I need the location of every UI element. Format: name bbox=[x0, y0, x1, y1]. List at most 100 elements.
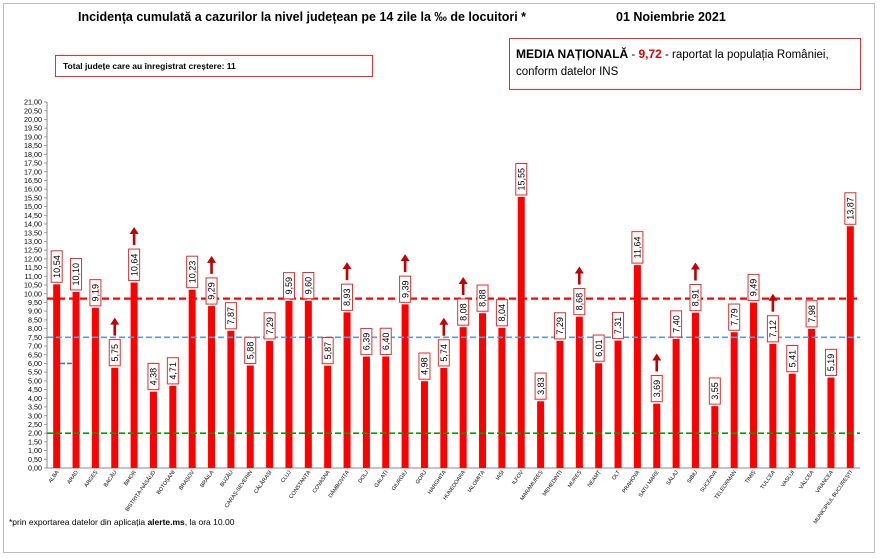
x-tick-label: SATU MARE bbox=[638, 469, 661, 498]
y-tick-label: 17,00 bbox=[24, 167, 42, 176]
x-tick-label: BOTOȘANI bbox=[156, 470, 177, 496]
bar-municipiul-bucurești bbox=[846, 226, 854, 468]
chart-frame bbox=[3, 3, 875, 553]
data-label: 5,74 bbox=[439, 344, 449, 362]
data-label: 6,40 bbox=[381, 333, 391, 351]
bar-sălaj bbox=[672, 339, 680, 468]
data-label: 3,83 bbox=[536, 377, 546, 395]
y-tick-label: 15,00 bbox=[24, 202, 42, 211]
bar-olt bbox=[614, 340, 622, 468]
data-label-box bbox=[437, 339, 450, 367]
bar-neamț bbox=[595, 363, 603, 468]
bar-caraș-severin bbox=[246, 365, 254, 468]
data-label: 7,31 bbox=[613, 317, 623, 335]
national-average-dash-2: - bbox=[661, 49, 673, 61]
x-tick-label: BIHOR bbox=[123, 470, 138, 488]
y-tick-label: 19,50 bbox=[24, 124, 42, 133]
footnote: *prin exportarea datelor din aplicația a… bbox=[9, 517, 234, 527]
y-tick-label: 16,50 bbox=[24, 176, 42, 185]
data-label: 4,71 bbox=[168, 362, 178, 380]
x-tick-label: BRĂILA bbox=[199, 469, 216, 489]
data-label-box bbox=[360, 327, 373, 356]
bar-argeș bbox=[91, 307, 99, 468]
footnote-prefix: *prin exportarea datelor din aplicația bbox=[9, 517, 148, 527]
data-label: 13,87 bbox=[846, 197, 856, 220]
x-tick-label: GORJ bbox=[415, 469, 429, 485]
x-tick-label: VRANCEA bbox=[815, 469, 835, 494]
y-tick-label: 5,00 bbox=[28, 376, 42, 385]
data-label: 8,68 bbox=[575, 293, 585, 311]
increase-arrow-head bbox=[652, 353, 662, 361]
data-label: 9,49 bbox=[749, 279, 759, 297]
y-tick-label: 20,00 bbox=[24, 115, 42, 124]
y-tick-label: 8,00 bbox=[28, 324, 42, 333]
bar-botoșani bbox=[169, 385, 177, 468]
bar-dâmbovița bbox=[343, 312, 351, 468]
bar-giurgiu bbox=[401, 304, 409, 468]
data-label-box bbox=[805, 300, 818, 328]
bar-vâlcea bbox=[808, 328, 816, 468]
data-label-box bbox=[128, 248, 141, 282]
bar-hunedoara bbox=[459, 327, 467, 468]
data-label: 6,39 bbox=[362, 333, 372, 351]
y-tick-label: 3,00 bbox=[28, 411, 42, 420]
data-label-box bbox=[108, 339, 121, 367]
data-label-box bbox=[631, 231, 644, 264]
data-label-box bbox=[612, 311, 625, 340]
y-tick-label: 5,50 bbox=[28, 368, 42, 377]
data-label: 15,55 bbox=[516, 168, 526, 191]
data-label-box bbox=[592, 334, 605, 362]
data-label: 5,87 bbox=[323, 342, 333, 360]
x-tick-label: BACĂU bbox=[102, 469, 118, 488]
data-label-box bbox=[747, 273, 760, 302]
y-tick-label: 13,50 bbox=[24, 228, 42, 237]
data-label: 10,54 bbox=[52, 255, 62, 278]
y-tick-label: 21,00 bbox=[24, 98, 42, 107]
increase-arrow-head bbox=[768, 293, 778, 301]
data-label: 7,12 bbox=[768, 320, 778, 338]
bar-sibiu bbox=[691, 312, 699, 468]
bar-tulcea bbox=[769, 343, 777, 468]
x-tick-label: SĂLAJ bbox=[665, 469, 680, 487]
y-tick-label: 13,00 bbox=[24, 237, 42, 246]
data-label-box bbox=[824, 348, 837, 377]
bar-brașov bbox=[188, 289, 196, 468]
data-label-box bbox=[728, 303, 741, 331]
x-tick-label: ARAD bbox=[66, 470, 80, 486]
y-tick-label: 16,00 bbox=[24, 185, 42, 194]
y-tick-label: 0,50 bbox=[28, 455, 42, 464]
data-label-box bbox=[89, 279, 102, 307]
x-tick-label: VÂLCEA bbox=[798, 469, 816, 491]
y-tick-label: 9,00 bbox=[28, 307, 42, 316]
increase-count-box: Total județe care au înregistrat creșter… bbox=[55, 55, 373, 77]
increase-count-label: Total județe care au înregistrat creșter… bbox=[63, 61, 225, 71]
report-date: 01 Noiembrie 2021 bbox=[616, 10, 726, 24]
bar-mehedinți bbox=[556, 340, 564, 468]
y-tick-label: 2,50 bbox=[28, 420, 42, 429]
y-tick-label: 15,50 bbox=[24, 193, 42, 202]
data-label: 10,10 bbox=[71, 263, 81, 286]
y-tick-label: 11,50 bbox=[25, 263, 42, 272]
x-tick-label: DOLJ bbox=[357, 469, 370, 484]
x-tick-label: OLT bbox=[611, 469, 622, 481]
increase-arrow-head bbox=[400, 254, 410, 262]
chart-title: Incidența cumulată a cazurilor la nivel … bbox=[78, 10, 527, 24]
y-tick-label: 4,50 bbox=[28, 385, 42, 394]
bar-călărași bbox=[266, 340, 274, 468]
data-label-box bbox=[766, 315, 779, 343]
increase-arrow-head bbox=[207, 255, 217, 263]
increase-arrow-head bbox=[458, 276, 468, 284]
data-label: 7,79 bbox=[729, 308, 739, 326]
x-tick-label: BRAȘOV bbox=[178, 469, 196, 491]
data-label: 5,75 bbox=[110, 344, 120, 362]
data-label: 8,93 bbox=[342, 288, 352, 306]
bar-timiș bbox=[750, 302, 758, 468]
y-tick-label: 1,50 bbox=[28, 437, 42, 446]
bar-galați bbox=[382, 356, 390, 468]
data-label: 7,87 bbox=[226, 307, 236, 325]
x-tick-label: GIURGIU bbox=[391, 470, 409, 492]
y-tick-label: 11,00 bbox=[25, 272, 42, 281]
y-tick-label: 6,00 bbox=[28, 359, 42, 368]
data-label: 6,01 bbox=[594, 339, 604, 357]
